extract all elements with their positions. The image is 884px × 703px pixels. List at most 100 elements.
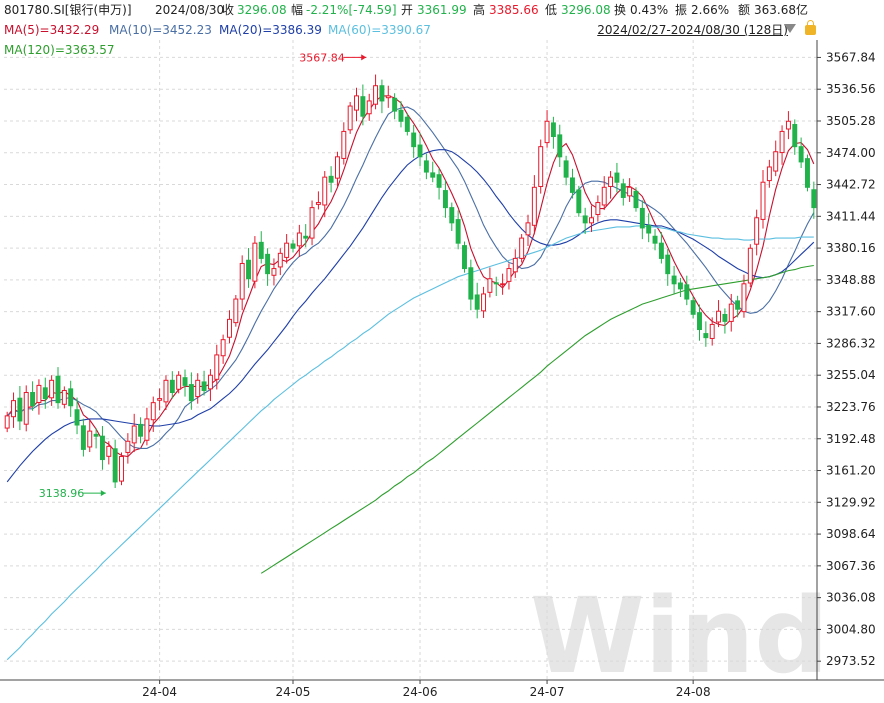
candle-up — [709, 323, 715, 339]
grid — [4, 40, 817, 680]
y-tick-label: 3286.32 — [826, 336, 876, 350]
ma-line-ma5 — [6, 95, 815, 458]
close-label: 收 — [222, 3, 235, 17]
candle-up — [773, 151, 779, 172]
candle-up — [589, 217, 594, 224]
ma-line-ma120 — [260, 264, 814, 574]
change-value: -2.21%[-74.59] — [306, 3, 397, 17]
candle-up — [87, 430, 93, 448]
y-tick-label: 3255.04 — [826, 368, 876, 382]
candle-down — [639, 207, 645, 229]
candle-up — [239, 262, 245, 300]
candle-up — [4, 415, 10, 429]
lock-icon[interactable] — [805, 20, 816, 35]
candle-down — [42, 387, 48, 400]
y-tick-label: 3474.00 — [826, 146, 876, 160]
y-tick-label: 3567.84 — [826, 50, 876, 64]
candle-up — [11, 400, 16, 418]
kline-chart[interactable]: Wind 3567.84 3138.96 3567.84 3536.56 3505.2… — [0, 40, 884, 703]
wind-watermark: Wind — [530, 575, 829, 697]
candle-up — [544, 120, 550, 144]
candle-up — [125, 440, 131, 453]
x-tick-label: 24-07 — [530, 685, 565, 699]
moving-averages — [6, 95, 815, 661]
candle-down — [646, 224, 652, 234]
candle-down — [722, 313, 728, 322]
candle-down — [68, 388, 74, 407]
candle-up — [481, 293, 487, 312]
candle-down — [633, 190, 639, 209]
candle-down — [169, 379, 175, 394]
candle-down — [188, 384, 194, 402]
candle-down — [652, 235, 658, 244]
candle-down — [550, 122, 556, 138]
candle-down — [474, 294, 480, 310]
candle-up — [176, 374, 182, 390]
candle-down — [449, 207, 455, 224]
candle-down — [99, 435, 105, 461]
candle-down — [30, 392, 36, 407]
candle-down — [557, 134, 563, 158]
candle-up — [163, 379, 169, 403]
candle-up — [538, 146, 544, 187]
candle-up — [506, 268, 512, 282]
y-tick-label: 3161.20 — [826, 464, 876, 478]
candle-up — [779, 130, 785, 154]
y-tick-label: 3067.36 — [826, 559, 876, 573]
candle-up — [385, 95, 391, 99]
candle-up — [766, 166, 772, 182]
ma120-legend: MA(120)=3363.57 — [4, 43, 115, 57]
ma-line-ma10 — [6, 106, 815, 449]
amplitude-label: 振 — [675, 3, 688, 17]
candle-down — [290, 243, 296, 249]
candle-down — [430, 172, 436, 178]
candle-up — [131, 425, 137, 444]
candle-down — [798, 146, 804, 163]
candle-down — [455, 219, 461, 244]
dropdown-arrow-icon[interactable] — [784, 24, 796, 33]
y-tick-label: 3004.80 — [826, 622, 876, 636]
x-tick-label: 24-08 — [676, 685, 711, 699]
candle-down — [17, 397, 23, 422]
candle-down — [582, 215, 588, 224]
candle-up — [36, 384, 42, 403]
candle-down — [735, 300, 741, 310]
candle-down — [811, 189, 817, 209]
y-tick-label: 3223.76 — [826, 400, 876, 414]
y-tick-label: 3317.60 — [826, 305, 876, 319]
candle-down — [436, 174, 442, 188]
candle-up — [747, 247, 753, 284]
x-tick-label: 24-05 — [276, 685, 311, 699]
y-tick-label: 3442.72 — [826, 178, 876, 192]
quote-header: 801780.SI[银行(申万)] 2024/08/30 收 3296.08 幅… — [0, 0, 884, 20]
candle-down — [258, 241, 264, 259]
candle-down — [80, 425, 86, 450]
candle-down — [493, 282, 499, 285]
candle-up — [601, 186, 607, 206]
candle-down — [468, 267, 474, 300]
x-tick-label: 24-06 — [403, 685, 438, 699]
candle-up — [296, 232, 302, 247]
high-label: 高 — [473, 3, 486, 17]
turnover-value: 0.43% — [630, 3, 669, 17]
candle-up — [519, 237, 525, 259]
candle-down — [55, 375, 61, 404]
candle-up — [760, 181, 766, 220]
ma-legend: MA(5)=3432.29 MA(10)=3452.23 MA(20)=3386… — [0, 20, 884, 57]
date-range-selector[interactable]: 2024/02/27-2024/08/30 (128日) — [597, 23, 788, 37]
annotations: 3567.84 3138.96 — [39, 51, 367, 500]
ma-line-ma60 — [6, 225, 814, 661]
candle-down — [265, 253, 271, 275]
candle-down — [246, 259, 252, 280]
amount-label: 额 — [738, 3, 751, 17]
extreme-arrow-head — [361, 54, 367, 61]
candle-up — [785, 120, 791, 130]
candle-up — [716, 310, 722, 323]
candle-up — [322, 176, 328, 206]
candle-up — [49, 379, 55, 399]
y-axis: 3567.84 3536.56 3505.28 3474.00 3442.72 3411.… — [816, 40, 876, 680]
candle-up — [233, 298, 239, 324]
candle-down — [404, 116, 410, 132]
candle-up — [608, 176, 614, 187]
low-value: 3296.08 — [561, 3, 611, 17]
